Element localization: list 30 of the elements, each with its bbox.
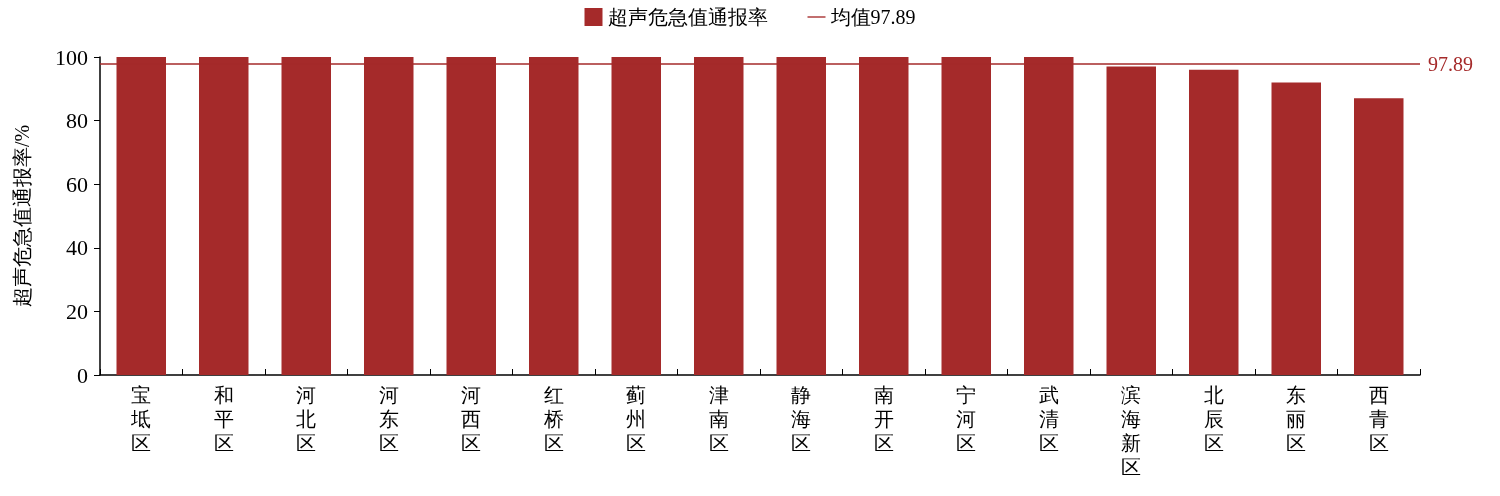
x-tick-label: 河西区 (461, 384, 482, 454)
y-tick-label: 60 (66, 171, 88, 197)
x-tick-label: 津南区 (708, 384, 729, 454)
x-tick-label: 河东区 (378, 384, 399, 454)
x-tick-label: 南开区 (873, 384, 894, 454)
y-tick-label: 80 (66, 108, 88, 134)
y-axis-title: 超声危急值通报率/% (11, 124, 33, 308)
x-tick-label: 静海区 (791, 384, 812, 454)
x-tick-label: 北辰区 (1203, 384, 1224, 454)
legend-label: 超声危急值通报率 (607, 6, 768, 28)
x-tick-label: 武清区 (1038, 384, 1059, 454)
y-tick-label: 0 (77, 362, 88, 388)
y-tick-label: 100 (55, 44, 88, 70)
x-tick-label: 滨海新区 (1121, 384, 1142, 478)
y-tick-label: 40 (66, 235, 88, 261)
bar (1106, 66, 1156, 375)
x-tick-label: 西青区 (1368, 384, 1389, 454)
ref-line-label: 97.89 (1428, 52, 1473, 75)
x-tick-label: 宁河区 (956, 384, 977, 454)
y-tick-label: 20 (66, 298, 88, 324)
x-tick-label: 东丽区 (1286, 384, 1307, 454)
bar (1271, 82, 1321, 375)
text: 均值97.89 (829, 6, 916, 28)
bar (1189, 69, 1239, 375)
bar (1354, 98, 1404, 375)
x-tick-label: 和平区 (213, 384, 234, 454)
x-tick-label: 河北区 (296, 384, 317, 454)
x-tick-label: 红桥区 (542, 384, 564, 454)
x-tick-label: 宝坻区 (130, 384, 152, 454)
x-tick-label: 蓟州区 (626, 384, 647, 454)
